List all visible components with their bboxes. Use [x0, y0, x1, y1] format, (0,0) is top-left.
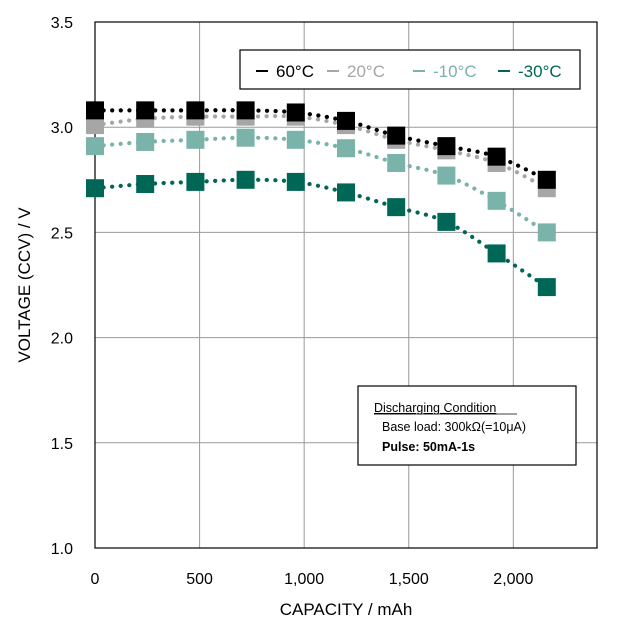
plot-area [95, 22, 597, 548]
legend-label: -30°C [518, 62, 562, 81]
y-tick-label: 2.5 [51, 225, 73, 242]
x-tick-labels: 0 500 1,000 1,500 2,000 [91, 571, 534, 588]
legend-label: 60°C [276, 62, 314, 81]
legend-label: -10°C [433, 62, 477, 81]
data-point [236, 128, 255, 147]
y-tick-labels: 1.0 1.5 2.0 2.5 3.0 3.5 [51, 15, 73, 558]
x-tick-label: 2,000 [493, 571, 533, 588]
y-tick-label: 1.0 [51, 541, 73, 558]
data-point [86, 179, 104, 198]
y-axis-title: VOLTAGE (CCV) / V [15, 207, 34, 363]
data-point [136, 132, 155, 151]
series-layer [86, 101, 556, 297]
y-tick-label: 3.5 [51, 15, 73, 32]
data-point [236, 170, 255, 189]
data-point [437, 166, 456, 185]
legend-label: 20°C [347, 62, 385, 81]
data-point [136, 175, 155, 194]
series-60°C [86, 101, 556, 189]
data-point [337, 139, 355, 158]
data-point [487, 191, 506, 210]
data-point [487, 244, 506, 263]
annotation-box [357, 385, 577, 466]
series-line [92, 177, 549, 290]
x-tick-label: 1,500 [389, 571, 429, 588]
x-tick-label: 1,000 [284, 571, 324, 588]
data-point [387, 198, 406, 217]
data-point [337, 183, 355, 202]
x-tick-label: 500 [186, 571, 213, 588]
plot-border [94, 21, 598, 549]
x-tick-label: 0 [91, 571, 100, 588]
y-tick-label: 3.0 [51, 120, 73, 137]
data-point [186, 101, 205, 120]
data-point [86, 116, 104, 135]
data-point [387, 126, 406, 145]
data-point [537, 278, 556, 297]
series-line [92, 113, 549, 191]
data-point [537, 223, 556, 242]
data-point [487, 147, 506, 166]
data-point [437, 212, 456, 231]
condition-annotation: Discharging Condition Base load: 300kΩ(=… [357, 385, 577, 466]
data-point [236, 101, 255, 120]
data-point [136, 101, 155, 120]
data-point [286, 172, 305, 191]
data-point [286, 103, 305, 122]
y-tick-label: 2.0 [51, 331, 73, 348]
y-tick-label: 1.5 [51, 436, 73, 453]
data-point [387, 153, 406, 172]
series-line [92, 108, 549, 182]
series-line [92, 135, 549, 235]
legend: 60°C 20°C -10°C -30°C [239, 49, 581, 90]
legend-box [239, 49, 581, 90]
data-point [537, 170, 556, 189]
data-point [286, 130, 305, 149]
annotation-heading: Discharging Condition [374, 401, 496, 415]
series--30°C [86, 170, 556, 297]
series--10°C [86, 128, 556, 242]
data-point [186, 130, 205, 149]
x-axis-title: CAPACITY / mAh [280, 600, 413, 619]
annotation-pulse: Pulse: 50mA-1s [382, 440, 475, 454]
data-point [437, 137, 456, 156]
data-point [86, 137, 104, 156]
data-point [337, 111, 355, 130]
data-point [86, 101, 104, 120]
annotation-base-load: Base load: 300kΩ(=10μA) [382, 420, 526, 434]
data-point [186, 172, 205, 191]
